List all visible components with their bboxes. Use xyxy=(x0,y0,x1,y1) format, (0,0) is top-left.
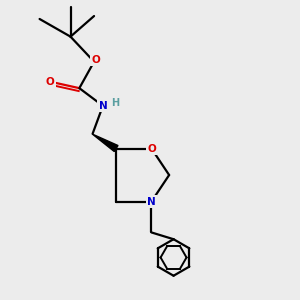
Text: N: N xyxy=(147,196,156,206)
Text: O: O xyxy=(46,77,54,87)
Text: N: N xyxy=(98,101,107,111)
Text: H: H xyxy=(111,98,119,108)
Text: O: O xyxy=(91,55,100,65)
Polygon shape xyxy=(92,134,118,152)
Text: O: O xyxy=(147,143,156,154)
